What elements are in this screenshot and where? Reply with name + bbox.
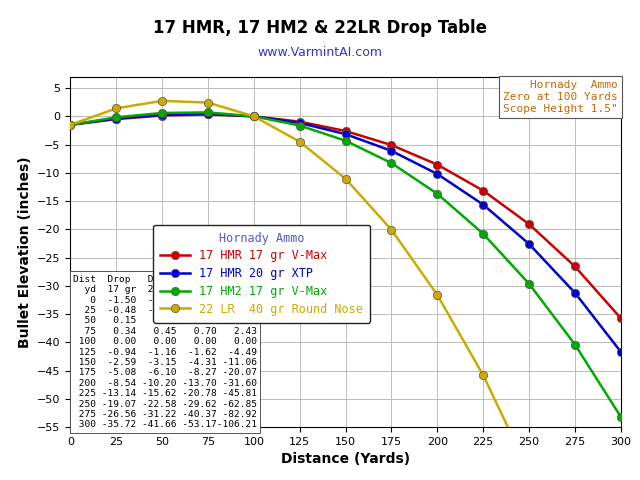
22 LR  40 gr Round Nose [204, 100, 212, 106]
Line: 17 HMR 17 gr V-Max: 17 HMR 17 gr V-Max [66, 110, 625, 323]
17 HM2 17 gr V-Max [250, 113, 258, 119]
Text: Hornady  Ammo
Zero at 100 Yards
Scope Height 1.5": Hornady Ammo Zero at 100 Yards Scope Hei… [503, 80, 618, 113]
17 HMR 20 gr XTP [250, 113, 258, 119]
17 HMR 20 gr XTP [479, 202, 487, 207]
17 HMR 17 gr V-Max [204, 111, 212, 117]
17 HMR 17 gr V-Max [388, 142, 396, 148]
17 HMR 20 gr XTP [113, 116, 120, 121]
22 LR  40 gr Round Nose [433, 292, 441, 298]
22 LR  40 gr Round Nose [67, 122, 74, 128]
22 LR  40 gr Round Nose [296, 139, 303, 144]
17 HMR 20 gr XTP [525, 241, 533, 247]
17 HMR 20 gr XTP [204, 111, 212, 117]
17 HM2 17 gr V-Max [342, 138, 349, 144]
22 LR  40 gr Round Nose [525, 468, 533, 474]
17 HMR 20 gr XTP [571, 290, 579, 296]
17 HMR 17 gr V-Max [158, 113, 166, 119]
Text: www.VarmintAI.com: www.VarmintAI.com [257, 46, 383, 59]
17 HM2 17 gr V-Max [204, 109, 212, 115]
17 HMR 17 gr V-Max [617, 315, 625, 321]
17 HMR 17 gr V-Max [525, 221, 533, 227]
22 LR  40 gr Round Nose [479, 372, 487, 378]
17 HM2 17 gr V-Max [158, 110, 166, 116]
17 HMR 20 gr XTP [67, 122, 74, 128]
Y-axis label: Bullet Elevation (inches): Bullet Elevation (inches) [18, 156, 31, 348]
Line: 17 HMR 20 gr XTP: 17 HMR 20 gr XTP [66, 109, 625, 356]
22 LR  40 gr Round Nose [388, 227, 396, 233]
17 HM2 17 gr V-Max [479, 231, 487, 237]
22 LR  40 gr Round Nose [250, 113, 258, 119]
17 HMR 17 gr V-Max [67, 122, 74, 128]
17 HMR 17 gr V-Max [433, 162, 441, 168]
17 HMR 20 gr XTP [617, 349, 625, 355]
17 HM2 17 gr V-Max [67, 122, 74, 128]
22 LR  40 gr Round Nose [342, 176, 349, 182]
17 HMR 20 gr XTP [158, 112, 166, 118]
17 HM2 17 gr V-Max [525, 281, 533, 287]
17 HMR 17 gr V-Max [479, 188, 487, 193]
22 LR  40 gr Round Nose [113, 106, 120, 111]
17 HM2 17 gr V-Max [617, 414, 625, 420]
17 HMR 17 gr V-Max [571, 264, 579, 269]
X-axis label: Distance (Yards): Distance (Yards) [281, 453, 410, 467]
Line: 22 LR  40 gr Round Nose: 22 LR 40 gr Round Nose [66, 96, 625, 480]
17 HMR 17 gr V-Max [342, 128, 349, 134]
Text: 17 HMR, 17 HM2 & 22LR Drop Table: 17 HMR, 17 HM2 & 22LR Drop Table [153, 19, 487, 37]
Line: 17 HM2 17 gr V-Max: 17 HM2 17 gr V-Max [66, 108, 625, 421]
Legend: 17 HMR 17 gr V-Max, 17 HMR 20 gr XTP, 17 HM2 17 gr V-Max, 22 LR  40 gr Round Nos: 17 HMR 17 gr V-Max, 17 HMR 20 gr XTP, 17… [154, 225, 371, 323]
17 HMR 20 gr XTP [388, 148, 396, 154]
17 HM2 17 gr V-Max [433, 191, 441, 197]
17 HMR 17 gr V-Max [113, 116, 120, 122]
17 HMR 17 gr V-Max [250, 113, 258, 119]
17 HMR 20 gr XTP [433, 171, 441, 177]
Text: Dist  Drop   Drop   Drop   Drop
  yd  17 gr  20 gr  17 gr  40 gr
   0  -1.50  -1: Dist Drop Drop Drop Drop yd 17 gr 20 gr … [73, 275, 257, 430]
17 HMR 20 gr XTP [296, 120, 303, 126]
17 HM2 17 gr V-Max [113, 114, 120, 120]
17 HMR 20 gr XTP [342, 132, 349, 137]
17 HM2 17 gr V-Max [388, 160, 396, 166]
17 HM2 17 gr V-Max [296, 122, 303, 128]
17 HMR 17 gr V-Max [296, 119, 303, 124]
17 HM2 17 gr V-Max [571, 342, 579, 348]
22 LR  40 gr Round Nose [158, 98, 166, 104]
